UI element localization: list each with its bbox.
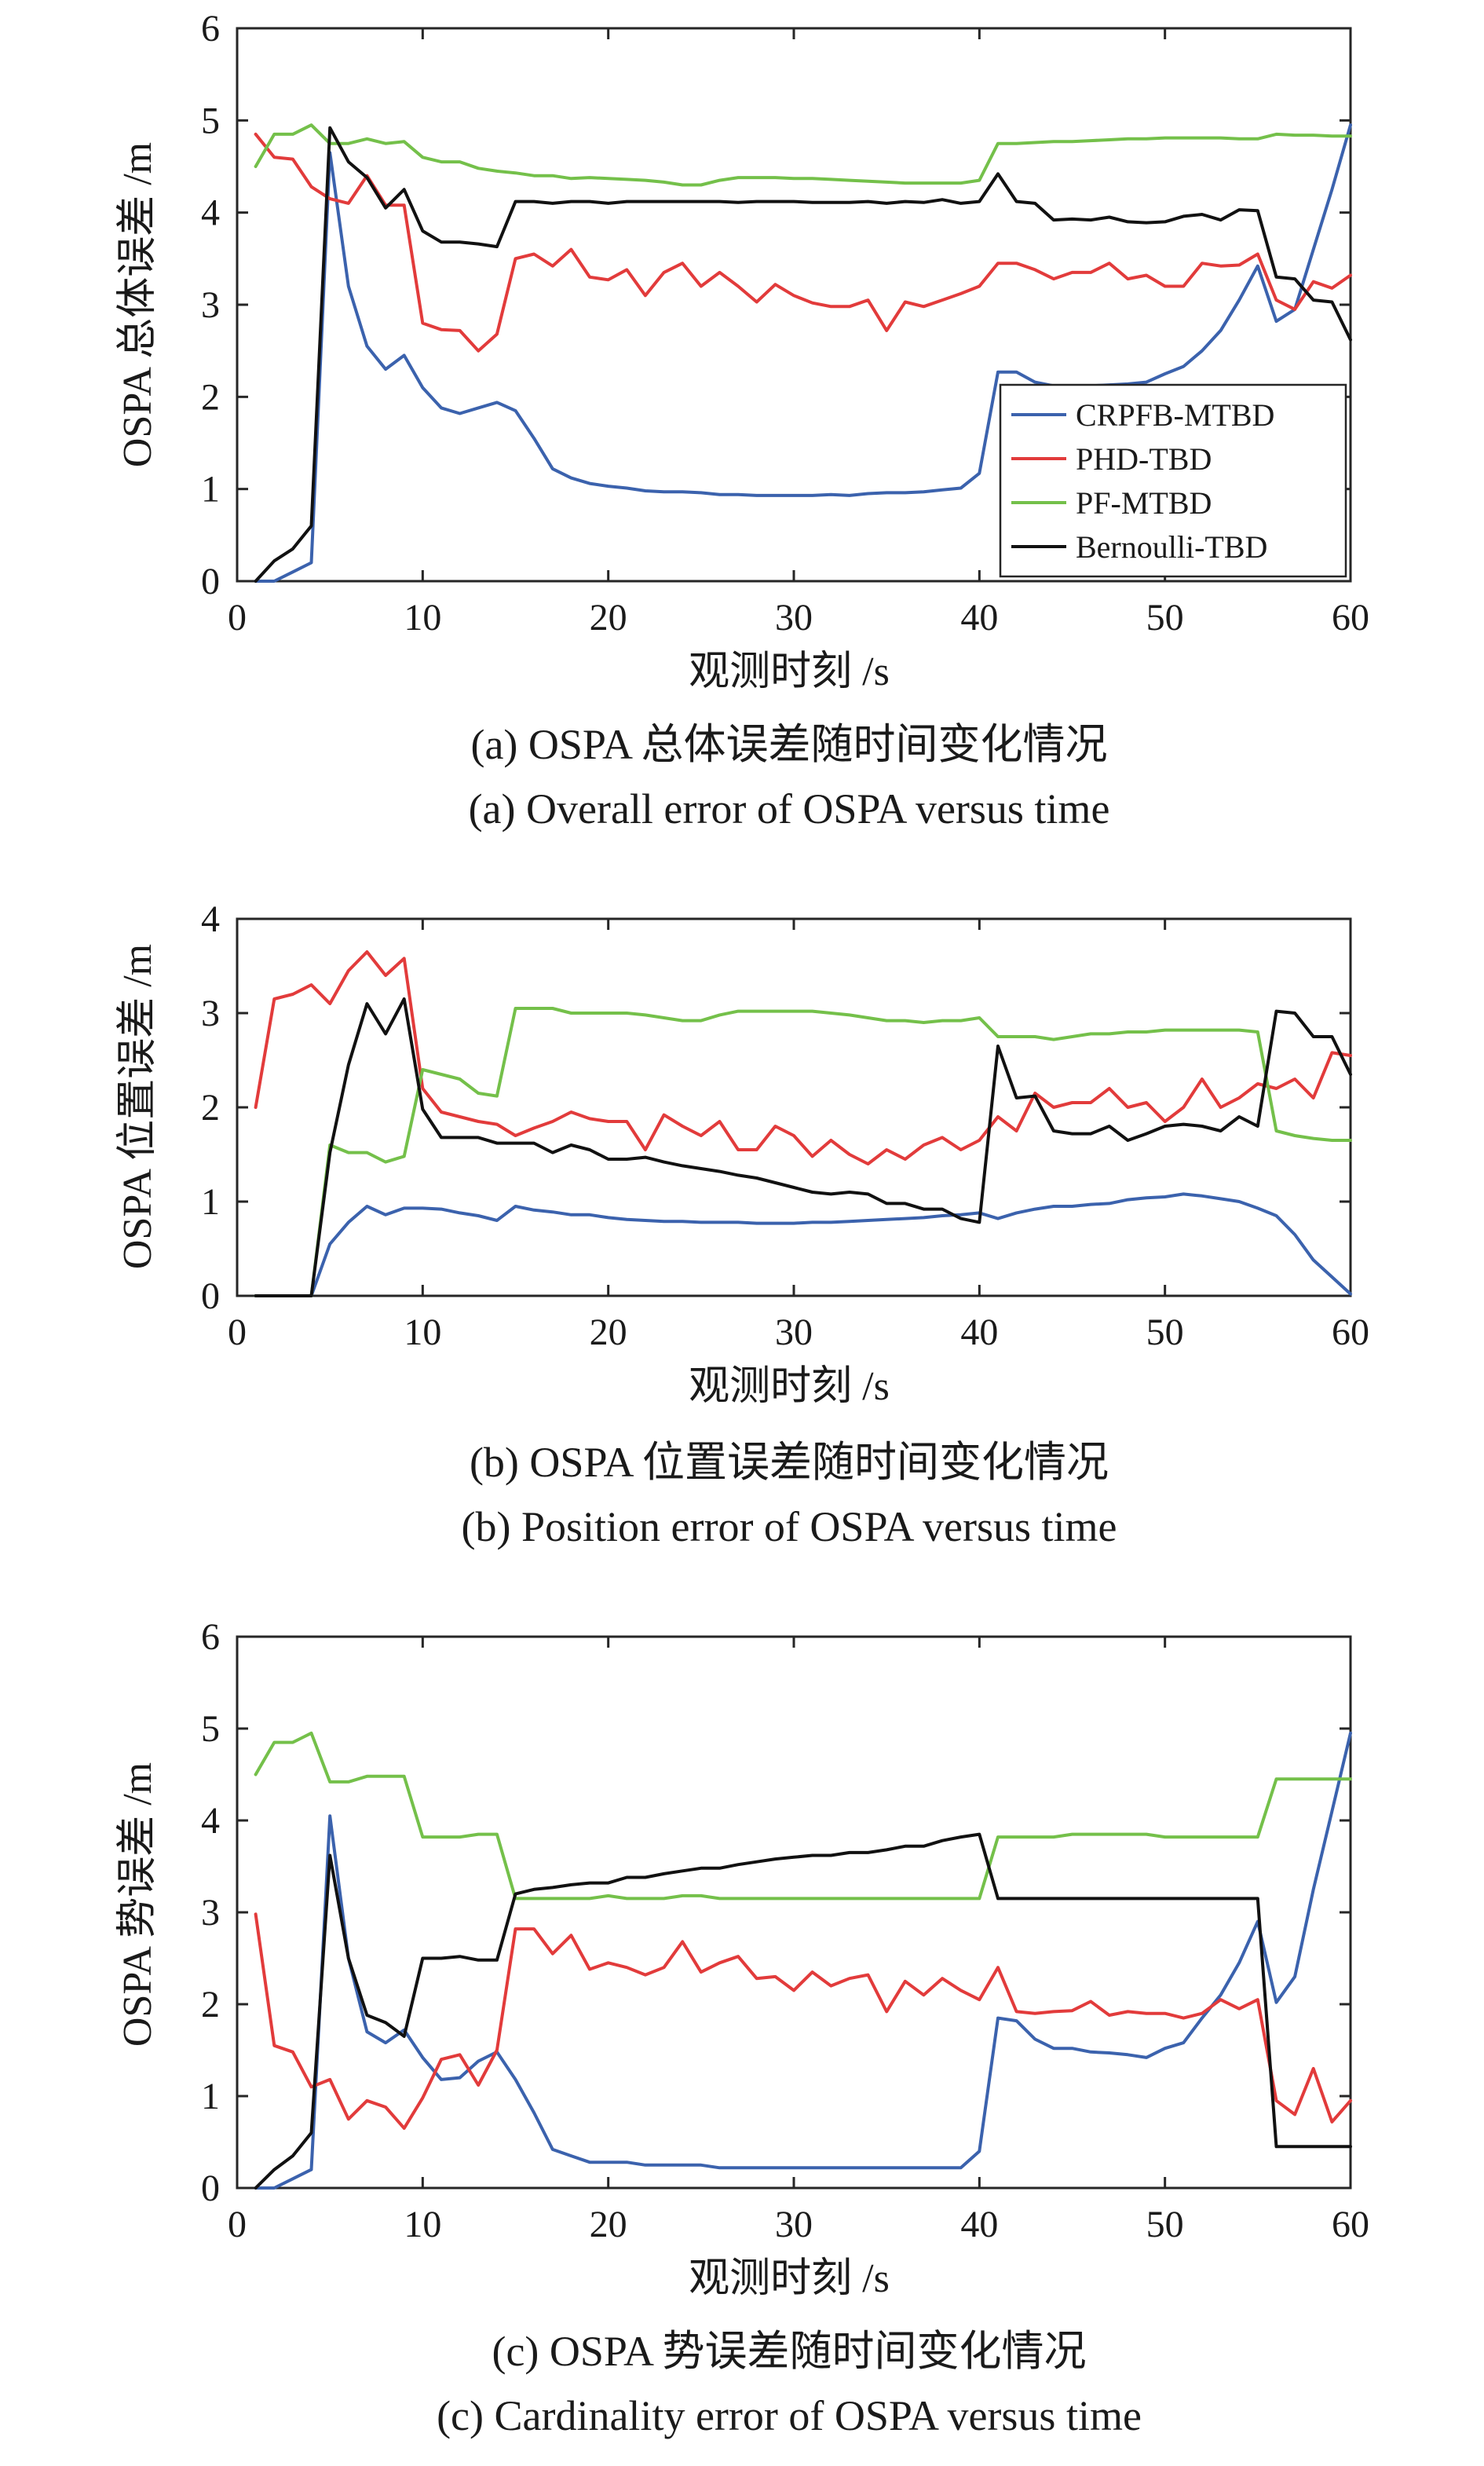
- legend-label: PF-MTBD: [1076, 485, 1212, 521]
- legend-label: CRPFB-MTBD: [1076, 397, 1274, 433]
- x-tick-label: 50: [1146, 597, 1184, 638]
- legend-label: PHD-TBD: [1076, 441, 1212, 477]
- x-tick-label: 40: [960, 597, 998, 638]
- x-tick-label: 60: [1332, 1312, 1369, 1353]
- y-tick-label: 6: [201, 8, 220, 49]
- x-tick-label: 60: [1332, 597, 1369, 638]
- y-axis-label: OSPA 势误差 /m: [115, 1762, 160, 2047]
- series-line-bernoulli-tbd: [254, 997, 1352, 1297]
- y-tick-label: 5: [201, 1708, 220, 1750]
- series-line-crpfb-mtbd: [254, 1731, 1352, 2190]
- x-tick-label: 0: [228, 597, 247, 638]
- y-tick-label: 2: [201, 1087, 220, 1129]
- series-line-phd-tbd: [254, 132, 1352, 353]
- series-line-crpfb-mtbd: [254, 1192, 1352, 1297]
- x-tick-label: 20: [590, 1312, 627, 1353]
- caption-en: (a) Overall error of OSPA versus time: [469, 785, 1110, 832]
- y-axis-label: OSPA 位置误差 /m: [115, 944, 160, 1269]
- y-tick-label: 0: [201, 561, 220, 602]
- y-tick-label: 1: [201, 469, 220, 510]
- series-line-bernoulli-tbd: [254, 126, 1352, 583]
- legend-box: [999, 383, 1347, 578]
- x-tick-label: 20: [590, 2204, 627, 2245]
- x-tick-label: 50: [1146, 2204, 1184, 2245]
- panel-c: OSPA 势误差 /m 观测时刻 /s (c) OSPA 势误差随时间变化情况 …: [115, 1616, 1369, 2439]
- y-tick-label: 0: [201, 2168, 220, 2209]
- y-tick-label: 5: [201, 100, 220, 141]
- y-tick-label: 2: [201, 376, 220, 418]
- caption-cn: (c) OSPA 势误差随时间变化情况: [492, 2328, 1086, 2375]
- x-tick-label: 30: [775, 2204, 813, 2245]
- y-tick-label: 1: [201, 1181, 220, 1223]
- caption-cn: (a) OSPA 总体误差随时间变化情况: [470, 721, 1107, 768]
- x-tick-label: 60: [1332, 2204, 1369, 2245]
- series-line-pf-mtbd: [254, 1007, 1352, 1297]
- y-axis-label: OSPA 总体误差 /m: [115, 142, 160, 467]
- x-tick-label: 0: [228, 2204, 247, 2245]
- x-tick-label: 30: [775, 597, 813, 638]
- y-tick-label: 1: [201, 2076, 220, 2117]
- x-axis-label: 观测时刻 /s: [689, 649, 890, 694]
- legend-label: Bernoulli-TBD: [1076, 529, 1267, 565]
- y-tick-label: 4: [201, 192, 220, 234]
- x-axis-label: 观测时刻 /s: [689, 1364, 890, 1409]
- series-line-bernoulli-tbd: [254, 1832, 1352, 2190]
- series-line-pf-mtbd: [254, 123, 1352, 187]
- x-tick-label: 40: [960, 2204, 998, 2245]
- caption-cn: (b) OSPA 位置误差随时间变化情况: [470, 1439, 1109, 1486]
- series-line-pf-mtbd: [254, 1731, 1352, 1901]
- caption-en: (c) Cardinality error of OSPA versus tim…: [437, 2392, 1142, 2439]
- series-line-phd-tbd: [254, 1912, 1352, 2130]
- y-tick-label: 3: [201, 993, 220, 1034]
- x-axis-label: 观测时刻 /s: [689, 2256, 890, 2301]
- x-tick-label: 30: [775, 1312, 813, 1353]
- y-tick-label: 4: [201, 898, 220, 940]
- caption-en: (b) Position error of OSPA versus time: [462, 1503, 1117, 1550]
- x-tick-label: 0: [228, 1312, 247, 1353]
- y-tick-label: 0: [201, 1275, 220, 1317]
- x-tick-label: 20: [590, 597, 627, 638]
- series-line-phd-tbd: [254, 950, 1352, 1165]
- x-tick-label: 10: [404, 2204, 441, 2245]
- series-line-crpfb-mtbd: [254, 123, 1352, 583]
- x-tick-label: 10: [404, 597, 441, 638]
- x-tick-label: 50: [1146, 1312, 1184, 1353]
- y-tick-label: 4: [201, 1800, 220, 1842]
- panel-a: OSPA 总体误差 /m 观测时刻 /s (a) OSPA 总体误差随时间变化情…: [115, 8, 1369, 832]
- y-tick-label: 3: [201, 284, 220, 326]
- x-tick-label: 10: [404, 1312, 441, 1353]
- panel-b: OSPA 位置误差 /m 观测时刻 /s (b) OSPA 位置误差随时间变化情…: [115, 898, 1369, 1550]
- y-tick-label: 2: [201, 1984, 220, 2025]
- y-tick-label: 3: [201, 1892, 220, 1934]
- y-tick-label: 6: [201, 1616, 220, 1658]
- x-tick-label: 40: [960, 1312, 998, 1353]
